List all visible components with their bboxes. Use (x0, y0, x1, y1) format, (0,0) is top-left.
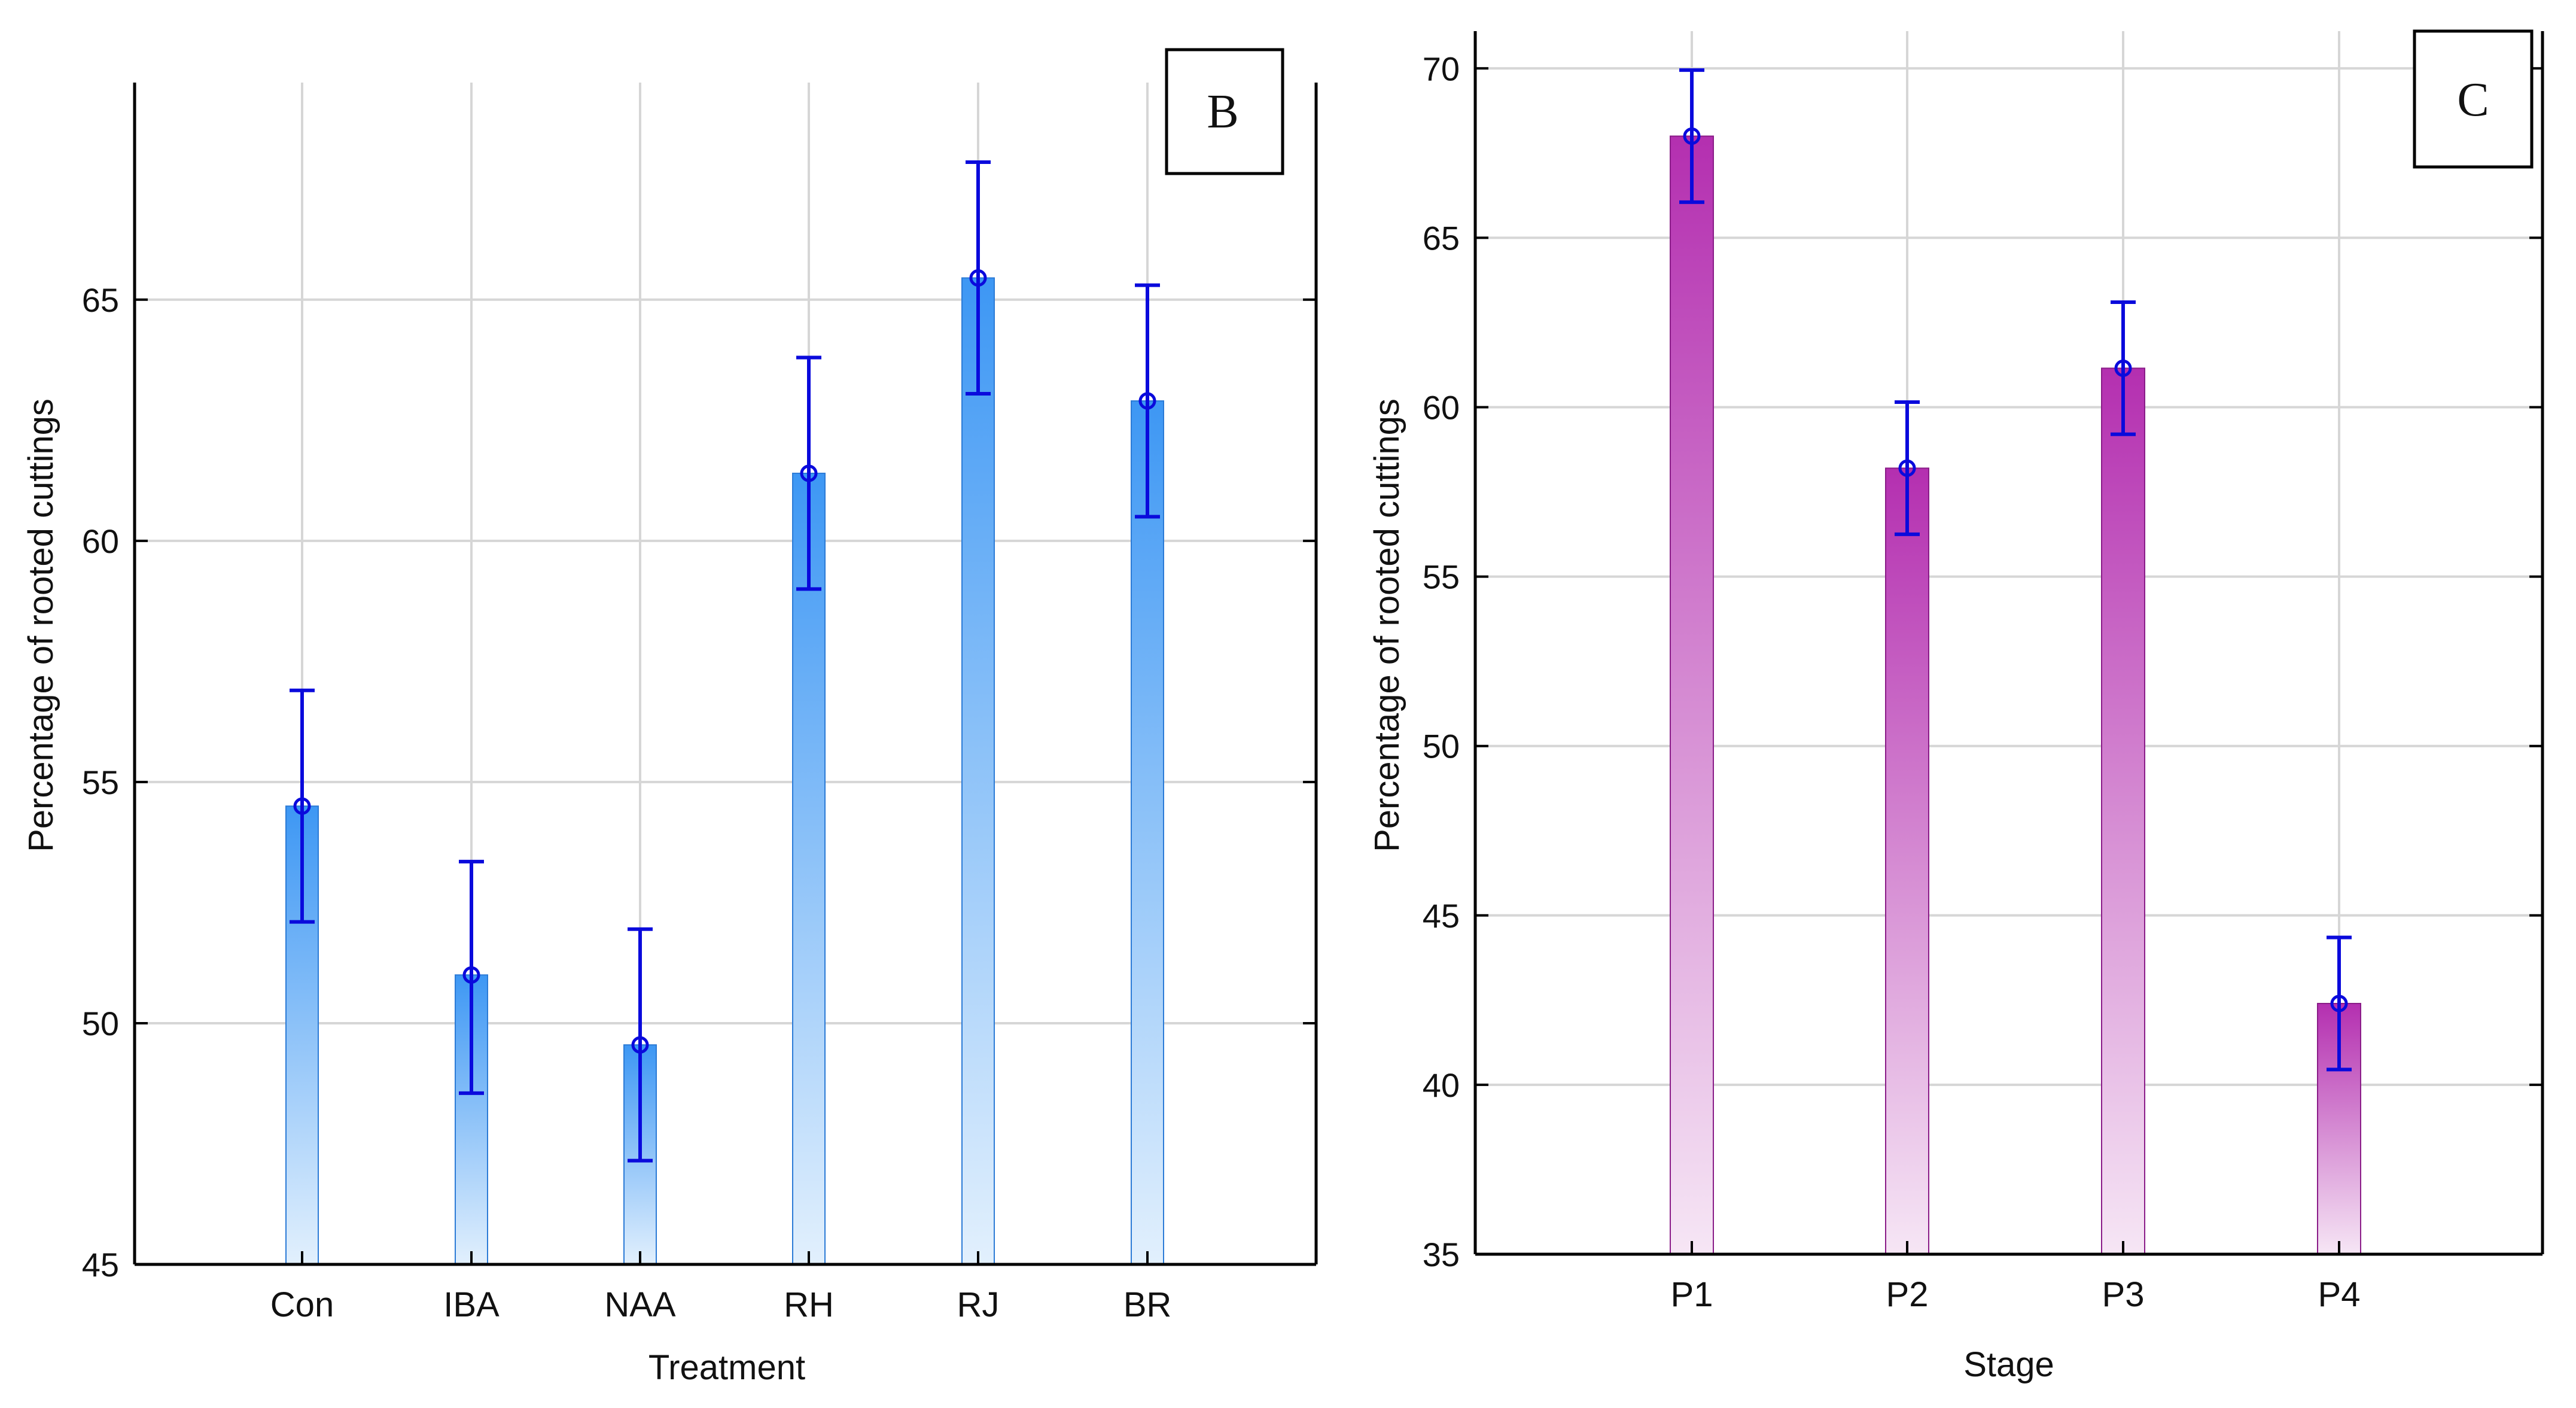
y-tick-label: 70 (1423, 50, 1460, 87)
bar-p3 (2101, 367, 2145, 1255)
mean-marker (2114, 359, 2132, 377)
mean-marker (293, 797, 311, 815)
bar-rh (792, 472, 826, 1265)
error-bar-br (1135, 283, 1160, 519)
x-axis-label: Stage (1963, 1345, 2054, 1384)
chart-panel-c: 35 40 45 50 55 60 65 70 P1 P2 P3 P4 Stage Percenta… (1368, 29, 2544, 1384)
x-tick-label: NAA (604, 1285, 676, 1324)
axes (133, 83, 1318, 1266)
error-bar-series (290, 160, 1160, 1163)
error-bar-rh (796, 355, 821, 591)
mean-marker (800, 464, 818, 482)
y-tick-label: 50 (1423, 728, 1460, 765)
y-tick-label: 65 (1423, 219, 1460, 257)
error-bar-con (290, 688, 315, 924)
y-tick-label: 60 (82, 522, 119, 560)
mean-marker (1138, 392, 1156, 410)
y-tick-labels: 45 50 55 60 65 (82, 281, 119, 1284)
panel-label-c: C (2457, 74, 2489, 126)
x-tick-label: P1 (1671, 1275, 1713, 1314)
mean-marker (1683, 127, 1701, 145)
x-tick-label: RJ (957, 1285, 1000, 1324)
y-tick-label: 45 (82, 1246, 119, 1284)
y-tick-label: 60 (1423, 388, 1460, 426)
y-tick-label: 35 (1423, 1236, 1460, 1273)
bar-rj (961, 277, 995, 1265)
error-bar-rj (966, 160, 991, 396)
error-bar-p3 (2111, 300, 2136, 436)
error-bar-p1 (1679, 68, 1704, 204)
error-bar-iba (459, 859, 484, 1095)
x-axis-label: Treatment (648, 1348, 805, 1387)
x-tick-label: IBA (443, 1285, 500, 1324)
y-axis-label: Percentage of rooted cuttings (1368, 399, 1406, 852)
mean-marker (462, 966, 480, 984)
x-tick-label: Con (270, 1285, 334, 1324)
x-tick-labels: Con IBA NAA RH RJ BR (270, 1285, 1171, 1324)
y-tick-label: 50 (82, 1005, 119, 1042)
y-tick-label: 40 (1423, 1066, 1460, 1104)
mean-marker (631, 1036, 649, 1054)
x-tick-label: P2 (1886, 1275, 1929, 1314)
bar-p1 (1670, 135, 1714, 1255)
bar-series (1670, 135, 2361, 1255)
mean-marker (2330, 995, 2348, 1012)
error-bar-p4 (2327, 935, 2352, 1072)
x-tick-label: RH (784, 1285, 834, 1324)
y-tick-label: 55 (1423, 558, 1460, 596)
mean-marker (1898, 459, 1916, 477)
y-tick-label: 55 (82, 764, 119, 801)
y-tick-label: 45 (1423, 897, 1460, 935)
bar-br (1131, 400, 1164, 1266)
error-bar-p2 (1895, 400, 1920, 536)
error-bar-naa (628, 927, 653, 1163)
x-tick-label: P3 (2102, 1275, 2145, 1314)
mean-marker (969, 269, 987, 287)
y-tick-label: 65 (82, 281, 119, 319)
panel-label-box-c: C (2413, 29, 2534, 169)
bar-series (285, 277, 1164, 1266)
chart-panel-b: 45 50 55 60 65 Con IBA NAA RH RJ BR Treatment Per… (22, 48, 1318, 1387)
axes (1473, 31, 2544, 1256)
x-tick-label: BR (1123, 1285, 1172, 1324)
x-tick-label: P4 (2318, 1275, 2361, 1314)
error-bar-series (1679, 68, 2352, 1072)
x-tick-labels: P1 P2 P3 P4 (1671, 1275, 2361, 1314)
panel-label-box-b: B (1165, 48, 1284, 175)
bar-p2 (1885, 467, 1929, 1255)
y-axis-label: Percentage of rooted cuttings (22, 399, 60, 852)
gridlines (1475, 31, 2542, 1254)
panel-label-b: B (1207, 86, 1238, 138)
y-tick-labels: 35 40 45 50 55 60 65 70 (1423, 50, 1460, 1273)
